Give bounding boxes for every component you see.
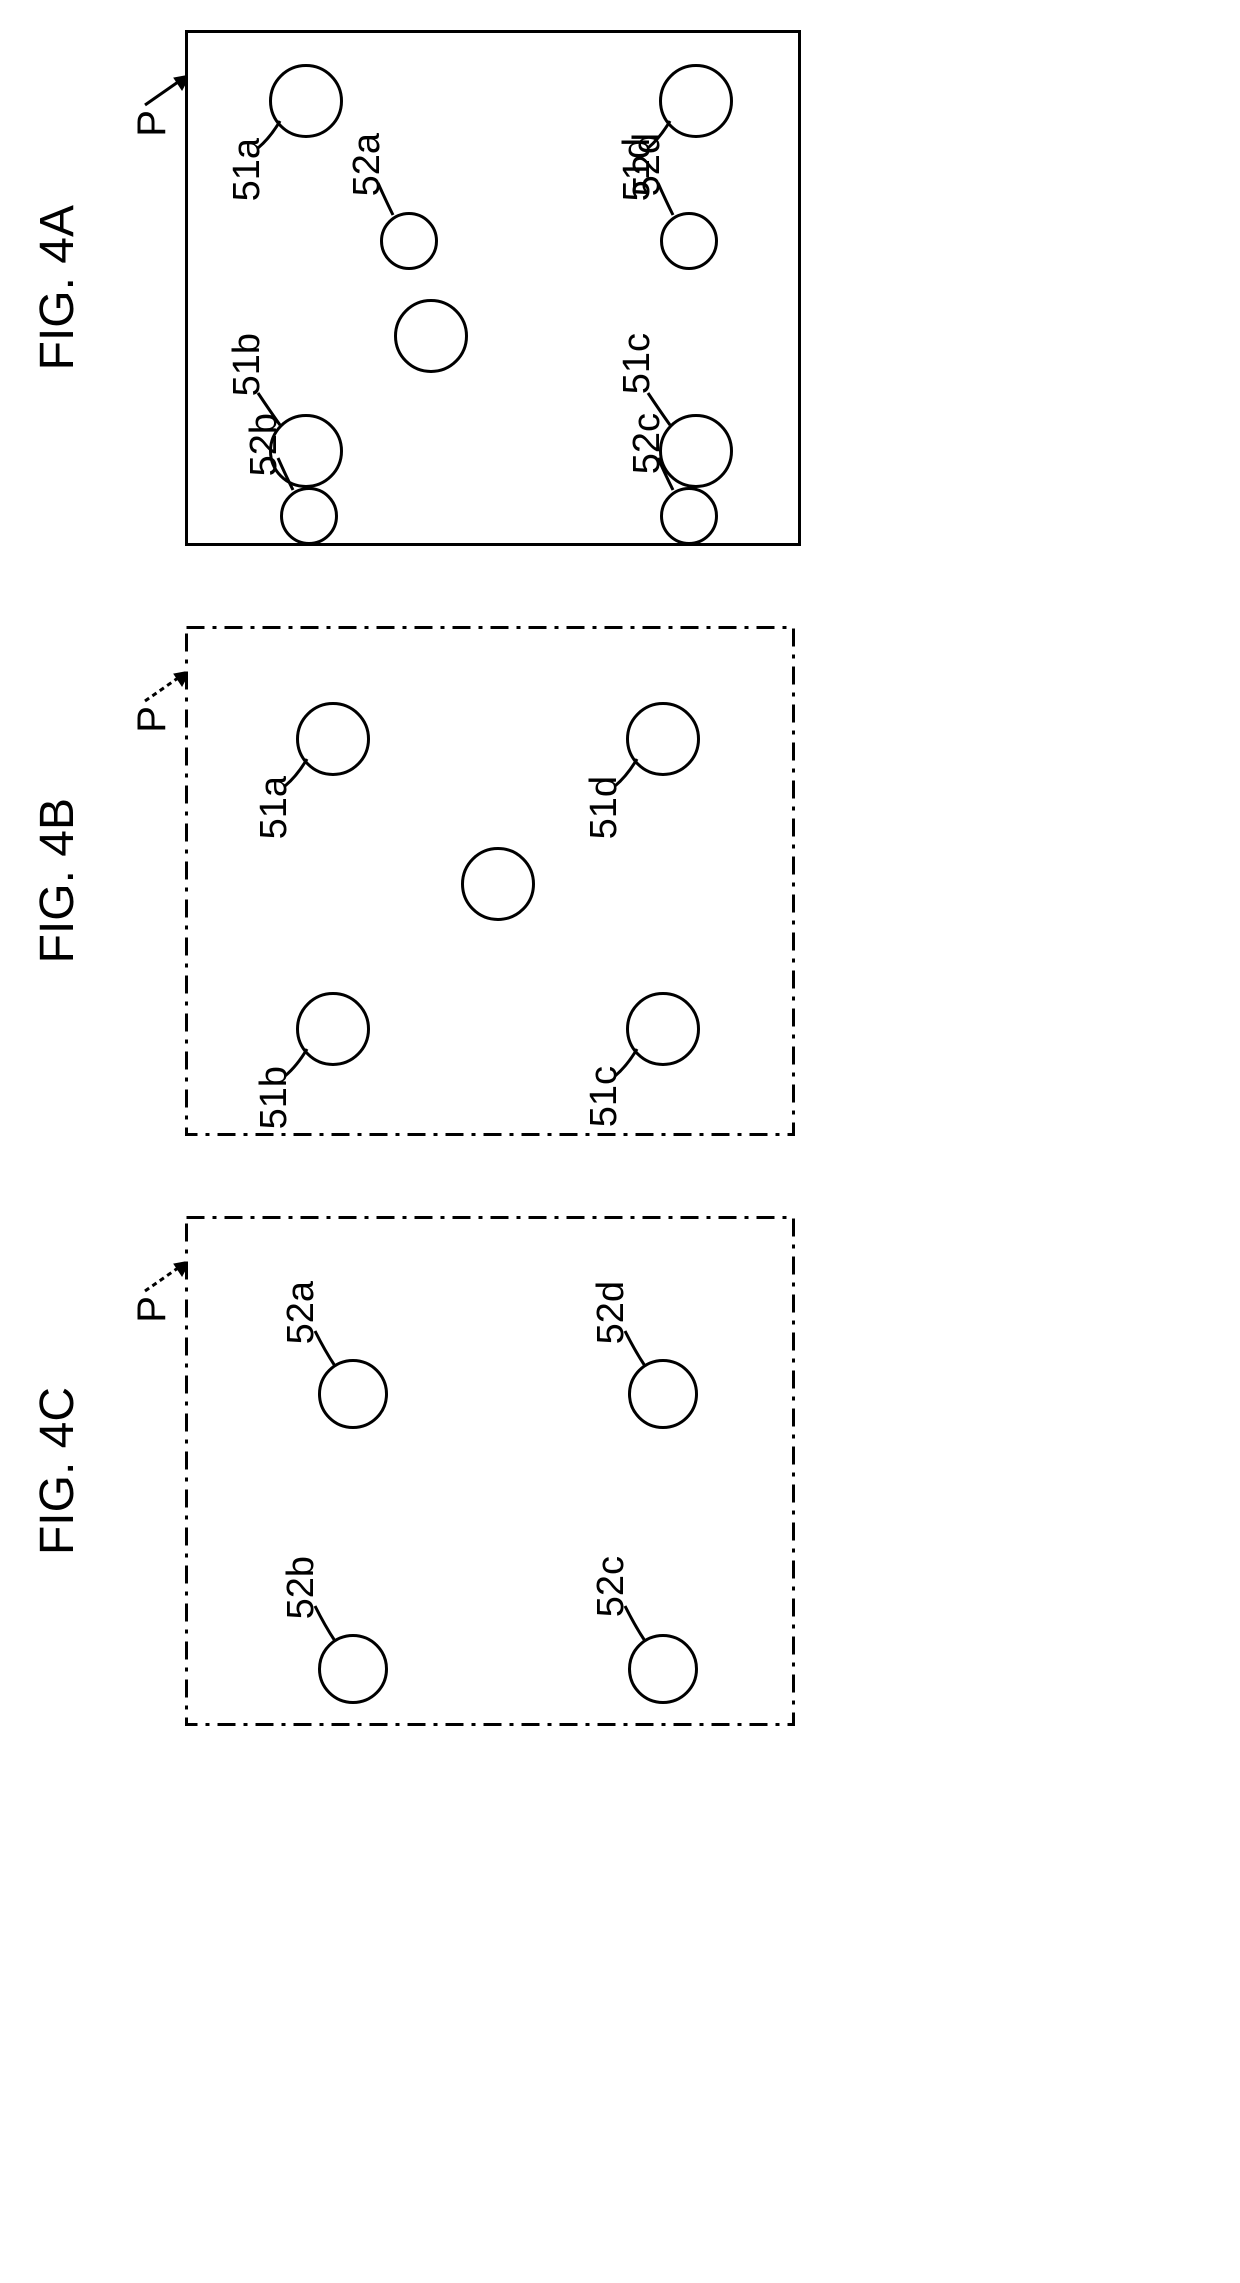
panel-wrapper: P 52a 52b 52d 52c [185, 1216, 795, 1726]
panel: 51a 51b 51d 51c [185, 626, 795, 1136]
p-arrow-icon [140, 666, 190, 706]
panel-wrapper: P 51a 51b 51d 51c [185, 626, 795, 1136]
figure-4a: FIG. 4A P 51a 52a 51b 52b [30, 30, 1210, 546]
leader-51c [185, 626, 795, 1136]
figure-title: FIG. 4A [30, 205, 85, 370]
figure-4b: FIG. 4B P 51a 51b 51d [30, 626, 1210, 1136]
panel: 52a 52b 52d 52c [185, 1216, 795, 1726]
figure-4c: FIG. 4C P 52a 52b 52d 5 [30, 1216, 1210, 1726]
p-label: P [130, 1296, 175, 1323]
figure-title: FIG. 4C [30, 1387, 85, 1555]
p-arrow-icon [140, 70, 190, 110]
leader-52c [188, 33, 798, 543]
figure-title: FIG. 4B [30, 798, 85, 963]
p-arrow-icon [140, 1256, 190, 1296]
p-label: P [130, 706, 175, 733]
leader-52c [185, 1216, 795, 1726]
panel-wrapper: P 51a 52a 51b 52b [185, 30, 801, 546]
panel: 51a 52a 51b 52b 51d 52d 51c [185, 30, 801, 546]
page: FIG. 4A P 51a 52a 51b 52b [30, 30, 1210, 1726]
p-label: P [130, 110, 175, 137]
